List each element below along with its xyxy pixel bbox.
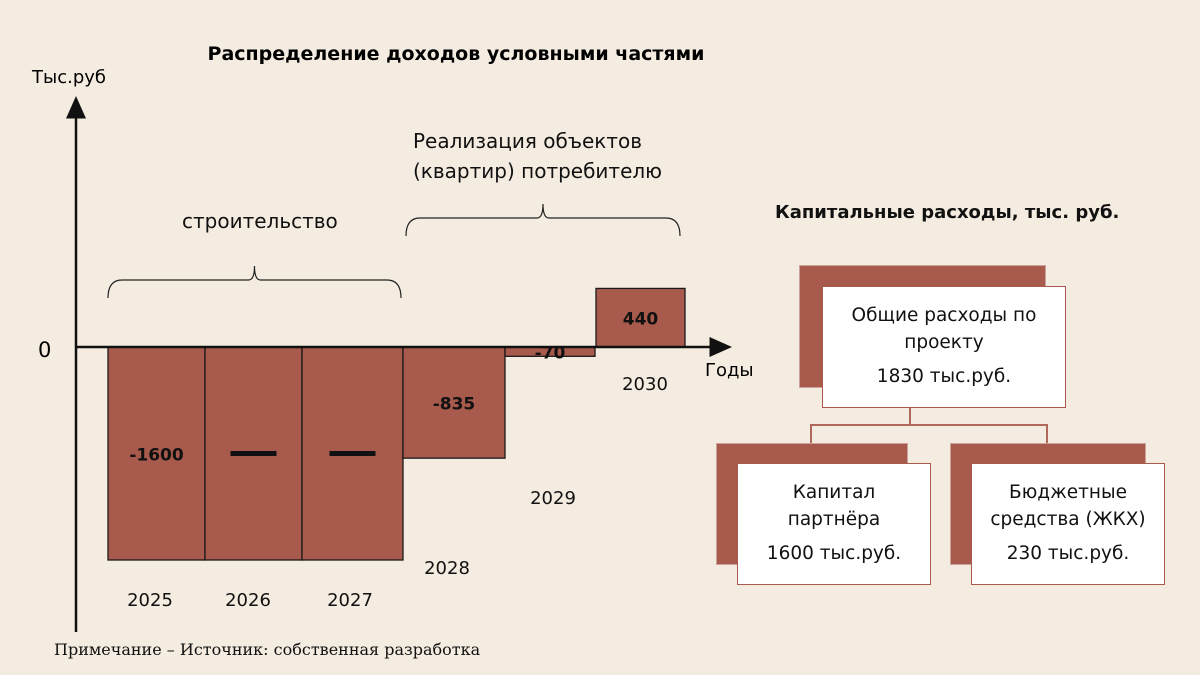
partner-label-line1: Капитал	[792, 481, 876, 503]
connector-left	[810, 424, 812, 443]
budget-label-line2: средства (ЖКХ)	[990, 508, 1146, 530]
source-note: Примечание – Источник: собственная разра…	[54, 640, 481, 659]
year-label-2027: 2027	[327, 590, 373, 611]
labels-group: -1600 2025 2026 2027 -835 2028 -70 2029 440 2030	[127, 310, 668, 611]
bracket-label-1-1: строительство	[182, 209, 338, 233]
connector-stem	[909, 408, 911, 426]
y-axis-label: Тыс.руб	[31, 67, 106, 88]
year-label-2030: 2030	[622, 374, 668, 395]
bars-group	[107, 287, 686, 561]
budget-funds-box: Бюджетные средства (ЖКХ) 230 тыс.руб.	[971, 463, 1165, 585]
partner-label-line2: партнёра	[787, 508, 881, 530]
data-label-2030: 440	[623, 310, 659, 330]
data-label-2025: -1600	[129, 446, 184, 466]
total-expenses-box: Общие расходы по проекту 1830 тыс.руб.	[822, 286, 1066, 408]
data-label-2029: -70	[535, 344, 566, 364]
bar-2030	[595, 287, 686, 348]
budget-label-line1: Бюджетные	[1009, 481, 1127, 503]
zero-label: 0	[38, 338, 51, 362]
connector-right	[1046, 424, 1048, 443]
year-label-2029: 2029	[530, 488, 576, 509]
total-label-line1: Общие расходы по	[851, 304, 1037, 326]
total-label-line2: проекту	[904, 331, 984, 353]
data-label-2028: -835	[433, 395, 476, 415]
bracket-1	[107, 265, 402, 299]
partner-capital-box: Капитал партнёра 1600 тыс.руб.	[737, 463, 931, 585]
year-label-2028: 2028	[424, 558, 470, 579]
capex-title: Капитальные расходы, тыс. руб.	[775, 202, 1120, 223]
partner-amount: 1600 тыс.руб.	[766, 543, 902, 565]
chart-title: Распределение доходов условными частями	[208, 43, 705, 65]
brackets-group: строительство Реализация объектов (квартир…	[107, 129, 681, 299]
budget-amount: 230 тыс.руб.	[1006, 543, 1130, 565]
year-label-2026: 2026	[225, 590, 271, 611]
x-axis-label: Годы	[705, 360, 754, 381]
bracket-2	[405, 203, 681, 237]
total-amount: 1830 тыс.руб.	[876, 366, 1012, 388]
bracket-label-2-1: Реализация объектов	[413, 129, 642, 153]
year-label-2025: 2025	[127, 590, 173, 611]
connector-bar	[810, 424, 1048, 426]
bracket-label-2-2: (квартир) потребителю	[413, 159, 662, 183]
